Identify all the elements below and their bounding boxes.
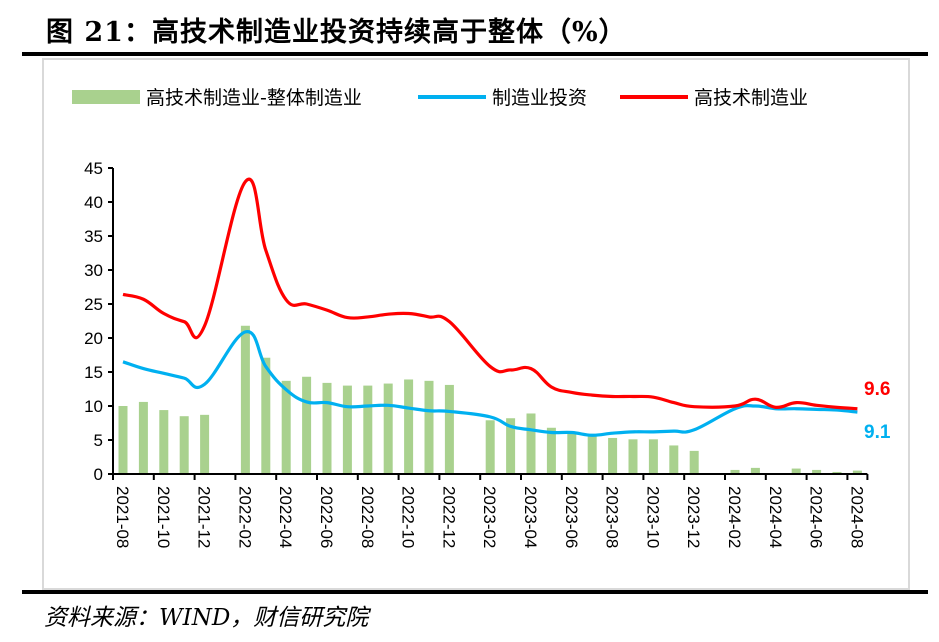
y-tick-label: 5 (94, 431, 103, 450)
legend-label-hitech: 高技术制造业 (694, 87, 808, 109)
bar-2022-10 (404, 379, 414, 474)
chart-frame (42, 58, 910, 590)
bar-2022-06 (322, 382, 332, 474)
bar-2023-08 (608, 437, 618, 474)
y-tick-label: 35 (84, 227, 103, 246)
bar-2022-02 (240, 325, 250, 474)
bar-2022-09 (383, 383, 393, 474)
bar-2021-11 (179, 416, 189, 474)
y-tick-label: 10 (84, 397, 103, 416)
bar-2024-08 (852, 470, 862, 474)
bar-2023-09 (628, 439, 638, 474)
line-manufacturing-investment (122, 330, 858, 437)
x-tick-label: 2022-02 (235, 486, 254, 548)
bar-2021-12 (200, 414, 210, 474)
bar-2023-02 (485, 420, 495, 474)
x-tick-label: 2022-08 (358, 486, 377, 548)
bar-2024-02 (730, 469, 740, 474)
bar-2021-08 (118, 406, 128, 474)
bar-2023-04 (526, 413, 536, 474)
y-tick-label: 20 (84, 329, 103, 348)
bar-2022-11 (424, 380, 434, 474)
x-tick-label: 2024-04 (766, 486, 785, 548)
x-tick-label: 2021-12 (195, 486, 214, 548)
bar-2022-12 (444, 384, 454, 474)
y-tick-label: 15 (84, 363, 103, 382)
x-tick-label: 2022-10 (399, 486, 418, 548)
bar-2023-03 (506, 418, 516, 474)
x-tick-label: 2023-04 (521, 486, 540, 548)
bar-2024-03 (750, 467, 760, 474)
legend-label-diff: 高技术制造业-整体制造业 (146, 87, 362, 109)
y-tick-label: 25 (84, 295, 103, 314)
bar-2023-11 (669, 445, 679, 474)
bar-2021-09 (138, 401, 148, 474)
bar-2023-10 (648, 439, 658, 474)
x-tick-label: 2024-06 (807, 486, 826, 548)
y-tick-label: 40 (84, 193, 103, 212)
legend: 高技术制造业-整体制造业 制造业投资 高技术制造业 (72, 87, 808, 109)
x-tick-label: 2023-02 (480, 486, 499, 548)
bar-2023-12 (689, 450, 699, 474)
bar-2022-08 (363, 385, 373, 474)
bar-2024-05 (791, 468, 801, 474)
x-tick-label: 2021-08 (113, 486, 132, 548)
x-tick-label: 2023-12 (684, 486, 703, 548)
bar-2023-05 (546, 427, 556, 474)
y-tick-label: 30 (84, 261, 103, 280)
bar-2024-07 (832, 471, 842, 474)
x-tick-label: 2022-06 (317, 486, 336, 548)
x-tick-label: 2021-10 (154, 486, 173, 548)
x-tick-label: 2022-12 (439, 486, 458, 548)
y-tick-label: 0 (94, 465, 103, 484)
y-tick-label: 45 (84, 159, 103, 178)
x-tick-label: 2022-04 (276, 486, 295, 548)
bar-2022-04 (281, 380, 291, 474)
end-value-label: 9.6 (864, 379, 890, 400)
bar-2023-06 (567, 433, 577, 474)
x-tick-label: 2024-02 (725, 486, 744, 548)
bar-2022-03 (261, 357, 271, 474)
x-tick-label: 2023-06 (562, 486, 581, 548)
legend-bar-swatch (72, 90, 140, 104)
bar-2023-07 (587, 435, 597, 474)
x-tick-label: 2024-08 (847, 486, 866, 548)
source-rule (22, 590, 928, 594)
figure-title: 图 21：高技术制造业投资持续高于整体（%） (46, 17, 627, 48)
source-note: 资料来源：WIND，财信研究院 (44, 605, 369, 631)
bar-2022-05 (302, 376, 312, 474)
bar-2024-06 (812, 469, 822, 474)
title-rule (22, 52, 928, 56)
x-tick-label: 2023-08 (603, 486, 622, 548)
bar-2022-07 (342, 385, 352, 474)
legend-label-mfg: 制造业投资 (492, 87, 587, 109)
x-tick-label: 2023-10 (643, 486, 662, 548)
bar-2021-10 (159, 410, 169, 474)
end-value-label: 9.1 (864, 422, 891, 443)
line-hitech-manufacturing (122, 177, 858, 411)
